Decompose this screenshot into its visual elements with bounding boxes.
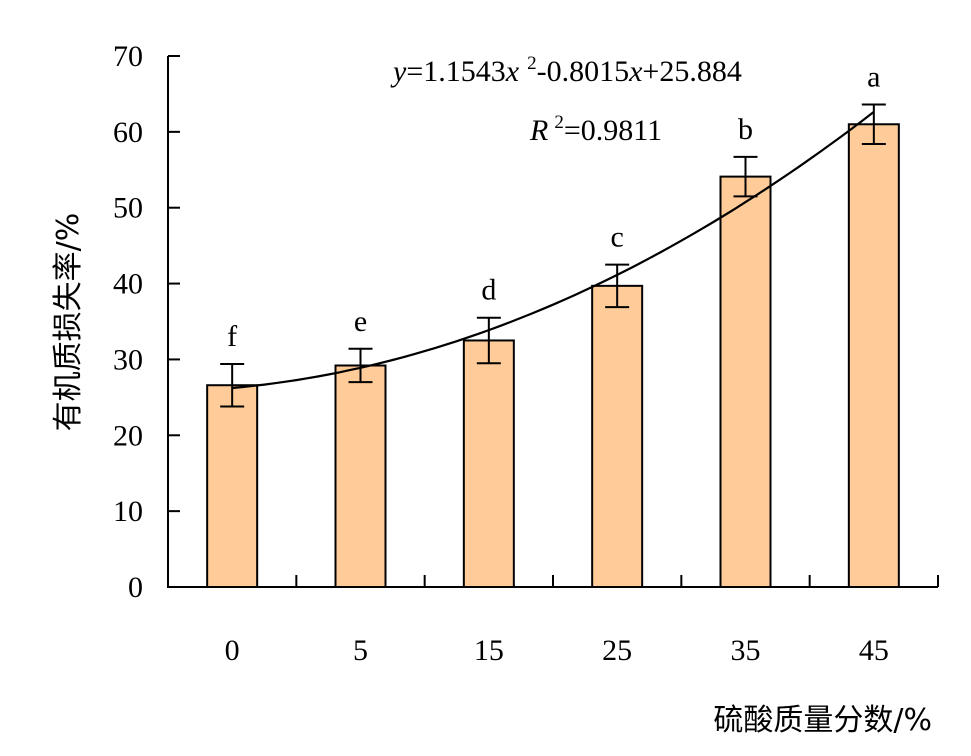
error-bars-layer (220, 103, 886, 408)
eq-x: x (505, 55, 520, 88)
eq-x2: x (628, 55, 643, 88)
bar (719, 175, 772, 588)
bar (462, 339, 515, 589)
significance-label: e (354, 305, 367, 338)
y-tick-label: 10 (113, 495, 143, 528)
bar (334, 364, 387, 588)
eq-const: +25.884 (642, 55, 741, 88)
eq-exponent: 2 (527, 53, 537, 74)
y-tick-label: 0 (128, 571, 143, 604)
y-axis-title: 有机质损失率/% (51, 213, 86, 432)
eq-coef1: =1.1543 (406, 55, 505, 88)
bar (847, 123, 900, 589)
bars-layer (206, 123, 900, 589)
significance-label: b (738, 113, 753, 146)
r-squared: R 2=0.9811 (529, 112, 662, 147)
y-tick-label: 20 (113, 419, 143, 452)
significance-label: a (867, 61, 880, 94)
r2-exponent: 2 (554, 112, 564, 133)
x-axis-title: 硫酸质量分数/% (713, 703, 932, 738)
trendline (232, 111, 875, 390)
y-tick-label: 70 (113, 40, 143, 73)
y-tick-label: 40 (113, 268, 143, 301)
bar (206, 384, 259, 588)
y-tick-label: 60 (113, 116, 143, 149)
y-tick-label: 30 (113, 343, 143, 376)
x-tick-label: 35 (731, 634, 761, 667)
significance-label: c (611, 221, 624, 254)
x-tick-label: 15 (474, 634, 504, 667)
x-tick-label: 0 (225, 634, 240, 667)
significance-label: f (227, 320, 237, 353)
eq-y: y (390, 55, 407, 88)
bar (591, 284, 644, 588)
x-tick-label: 25 (602, 634, 632, 667)
x-tick-label: 45 (859, 634, 889, 667)
eq-coef2: -0.8015 (537, 55, 630, 88)
y-ticks-layer: 0 10 20 30 40 50 60 70 (113, 40, 180, 604)
significance-label: d (481, 274, 496, 307)
x-ticks-layer: 0 5 15 25 35 45 (225, 575, 939, 667)
y-tick-label: 50 (113, 192, 143, 225)
x-tick-label: 5 (353, 634, 368, 667)
significance-labels-layer: f e d c b a (227, 61, 880, 353)
trend-equation: y=1.1543x 2-0.8015x+25.884 (390, 53, 742, 88)
r2-value: =0.9811 (564, 114, 662, 147)
r2-symbol: R (529, 114, 548, 147)
axes-layer (167, 56, 938, 588)
